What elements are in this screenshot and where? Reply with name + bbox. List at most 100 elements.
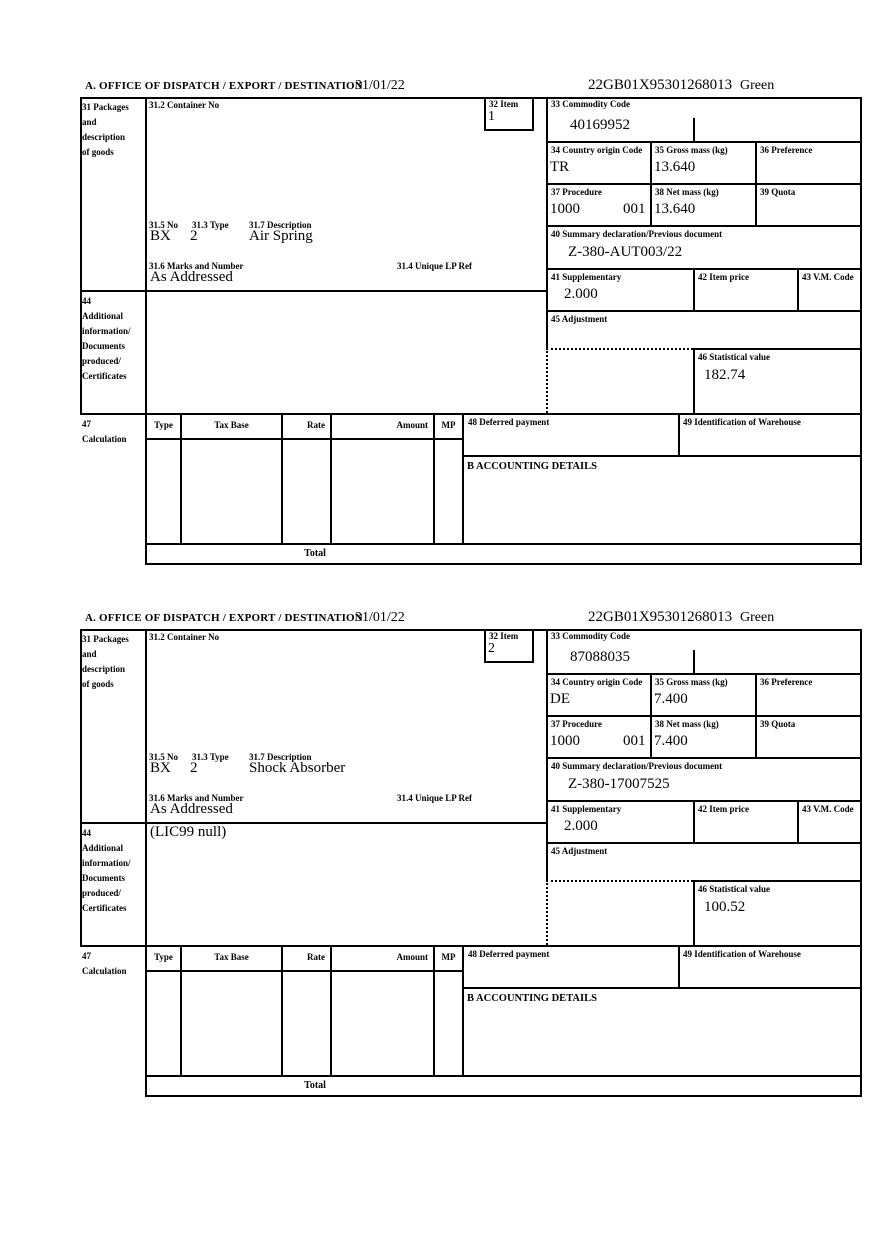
box-32-item-label: 32 Item: [489, 99, 519, 109]
box-49-warehouse-label: 49 Identification of Warehouse: [683, 949, 801, 959]
box-43-vm-code: 43 V.M. Code: [797, 800, 862, 842]
country-origin-value: DE: [550, 691, 570, 707]
box-45-adjustment: 45 Adjustment: [546, 310, 862, 348]
box-33-commodity-code-label: 33 Commodity Code: [551, 99, 630, 109]
supplementary-units-value: 2.000: [564, 286, 598, 302]
box31-box44-divider: [80, 290, 546, 292]
box-44-additional-info-label: 44 Additional information/ Documents pro…: [82, 828, 131, 913]
box-49-warehouse: 49 Identification of Warehouse: [678, 945, 862, 987]
outer-left-border: [80, 97, 82, 413]
calc-body-divider-3: [330, 970, 332, 1075]
calc-col-rate-header: Rate: [281, 413, 330, 438]
marks-and-number-value: As Addressed: [150, 801, 233, 817]
box-38-net-mass: 38 Net mass (kg): [650, 715, 755, 757]
box-33-commodity-code: 33 Commodity Code: [546, 629, 862, 673]
box31-box44-divider: [80, 822, 546, 824]
calc-body-divider-2: [281, 970, 283, 1075]
calc-col-mp-header: MP: [433, 413, 462, 438]
box-36-preference: 36 Preference: [755, 141, 862, 183]
statistical-value: 100.52: [704, 899, 746, 915]
calc-col-amount-header: Amount: [330, 413, 433, 438]
calc-header-bottom-border: [145, 438, 462, 440]
box-31-6-marks-label: 31.6 Marks and Number: [149, 261, 244, 271]
calc-table-right-border: [462, 413, 464, 543]
calc-col-type-header: Type: [145, 413, 180, 438]
box-39-quota-label: 39 Quota: [760, 187, 796, 197]
package-no-value: BX: [150, 228, 171, 244]
box-36-preference-label: 36 Preference: [760, 677, 813, 687]
box-48-deferred-payment: 48 Deferred payment: [462, 413, 678, 455]
declaration-date: 31/01/22: [355, 78, 405, 93]
office-of-dispatch-header: A. OFFICE OF DISPATCH / EXPORT / DESTINA…: [85, 612, 363, 624]
box-41-supplementary: 41 Supplementary: [546, 800, 693, 842]
supplementary-units-value: 2.000: [564, 818, 598, 834]
calc-col-amount-header: Amount: [330, 945, 433, 970]
box-b-accounting-details: B ACCOUNTING DETAILS: [462, 455, 862, 543]
calc-header-bottom-border: [145, 970, 462, 972]
box-31-5-no-label: 31.5 No: [149, 752, 178, 762]
label-column-divider: [145, 629, 147, 1097]
box-33-commodity-code-label: 33 Commodity Code: [551, 631, 630, 641]
box-48-deferred-payment-label: 48 Deferred payment: [468, 417, 550, 427]
box-45-adjustment-label: 45 Adjustment: [551, 314, 608, 324]
net-mass-value: 7.400: [654, 733, 688, 749]
net-mass-value: 13.640: [654, 201, 696, 217]
box-47-top-border: [80, 945, 145, 947]
calc-total-label: Total: [304, 548, 326, 559]
procedure-code-2-value: 001: [623, 733, 646, 749]
box-37-procedure-label: 37 Procedure: [551, 187, 602, 197]
box-42-item-price-label: 42 Item price: [698, 804, 749, 814]
box-39-quota: 39 Quota: [755, 183, 862, 225]
calc-body-divider-4: [433, 970, 435, 1075]
box-b-accounting-details: B ACCOUNTING DETAILS: [462, 987, 862, 1075]
procedure-code-2-value: 001: [623, 201, 646, 217]
box-34-country-origin: 34 Country origin Code: [546, 673, 650, 715]
box-36-preference-label: 36 Preference: [760, 145, 813, 155]
box-35-gross-mass-label: 35 Gross mass (kg): [655, 145, 728, 155]
goods-description-value: Shock Absorber: [249, 760, 346, 776]
calc-body-divider-3: [330, 438, 332, 543]
route-status: Green: [740, 78, 775, 93]
box-39-quota-label: 39 Quota: [760, 719, 796, 729]
movement-reference-number: 22GB01X95301268013: [588, 609, 733, 625]
box-42-item-price: 42 Item price: [693, 800, 797, 842]
box-47-calculation-label: 47 Calculation: [82, 951, 127, 976]
calc-body-divider-1: [180, 438, 182, 543]
box-49-warehouse: 49 Identification of Warehouse: [678, 413, 862, 455]
previous-document-value: Z-380-AUT003/22: [568, 244, 683, 260]
box-31-3-type-label: 31.3 Type: [192, 752, 229, 762]
box-48-deferred-payment: 48 Deferred payment: [462, 945, 678, 987]
item-number-value: 2: [488, 641, 495, 656]
box-38-net-mass-label: 38 Net mass (kg): [655, 187, 719, 197]
box-40-previous-document-label: 40 Summary declaration/Previous document: [551, 761, 723, 771]
calc-body-divider-2: [281, 438, 283, 543]
declaration-item-section-2: A. OFFICE OF DISPATCH / EXPORT / DESTINA…: [0, 609, 882, 1112]
movement-reference-number: 22GB01X95301268013: [588, 77, 733, 93]
box-31-2-container-no-label: 31.2 Container No: [149, 632, 220, 642]
calc-body-divider-1: [180, 970, 182, 1075]
previous-document-value: Z-380-17007525: [568, 776, 670, 792]
box-49-warehouse-label: 49 Identification of Warehouse: [683, 417, 801, 427]
item-number-value: 1: [488, 109, 495, 124]
box-31-4-unique-lp-ref-label: 31.4 Unique LP Ref: [397, 261, 473, 271]
calc-col-type-header: Type: [145, 945, 180, 970]
box-46-statistical-value-label: 46 Statistical value: [698, 352, 770, 362]
calc-col-tax-base-header: Tax Base: [180, 945, 281, 970]
box-32-item: 32 Item: [484, 97, 534, 131]
route-status: Green: [740, 610, 775, 625]
box-43-vm-code-label: 43 V.M. Code: [802, 272, 854, 282]
box-35-gross-mass: 35 Gross mass (kg): [650, 141, 755, 183]
box-31-6-marks-label: 31.6 Marks and Number: [149, 793, 244, 803]
box-35-gross-mass-label: 35 Gross mass (kg): [655, 677, 728, 687]
calc-table-right-border: [462, 945, 464, 1075]
box-31-packages-label: 31 Packages and description of goods: [82, 102, 129, 157]
box-47-top-border: [80, 413, 145, 415]
box-47-calculation-label: 47 Calculation: [82, 419, 127, 444]
box-31-7-description-label: 31.7 Description: [249, 752, 312, 762]
box-35-gross-mass: 35 Gross mass (kg): [650, 673, 755, 715]
box-31-4-unique-lp-ref-label: 31.4 Unique LP Ref: [397, 793, 473, 803]
box-32-item: 32 Item: [484, 629, 534, 663]
box-40-previous-document-label: 40 Summary declaration/Previous document: [551, 229, 723, 239]
package-no-value: BX: [150, 760, 171, 776]
box-48-49-divider: [678, 413, 680, 455]
